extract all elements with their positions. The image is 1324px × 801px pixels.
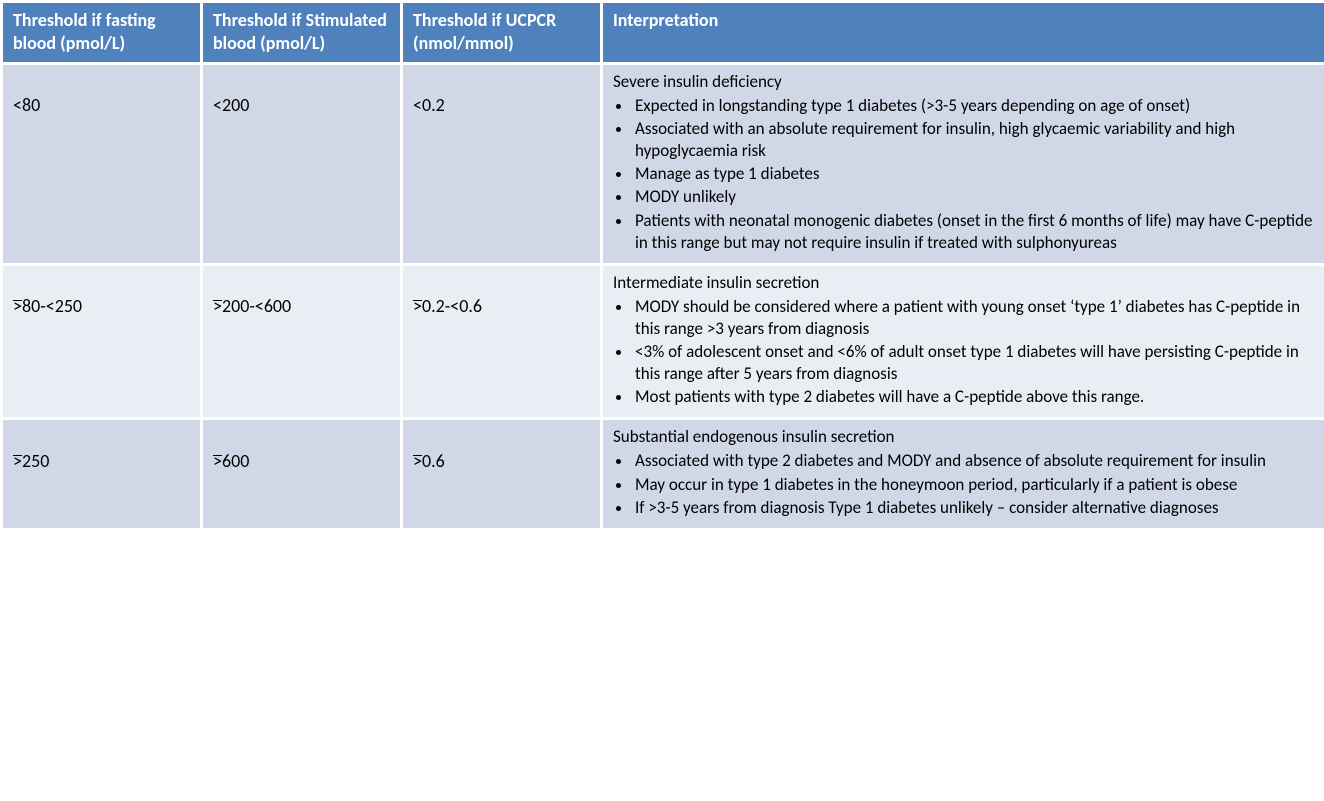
- cpeptide-threshold-table: Threshold if fasting blood (pmol/L) Thre…: [0, 0, 1324, 531]
- threshold-value: <0.2: [413, 94, 445, 116]
- cell-ucpcr: >0.2-<0.6: [402, 264, 602, 419]
- col-header-stimulated: Threshold if Stimulated blood (pmol/L): [202, 2, 402, 64]
- list-item: Patients with neonatal monogenic diabete…: [633, 210, 1314, 254]
- ge-symbol: >: [13, 450, 22, 472]
- threshold-value: 0.2-<0.6: [422, 295, 482, 317]
- col-header-fasting: Threshold if fasting blood (pmol/L): [2, 2, 202, 64]
- ge-symbol: >: [213, 295, 222, 317]
- interpretation-list: Expected in longstanding type 1 diabetes…: [613, 95, 1314, 254]
- ge-symbol: >: [413, 295, 422, 317]
- cell-stimulated: <200: [202, 64, 402, 265]
- threshold-value: 250: [22, 450, 49, 472]
- interpretation-title: Substantial endogenous insulin secretion: [613, 426, 1314, 448]
- cell-interpretation: Substantial endogenous insulin secretion…: [602, 419, 1324, 529]
- col-header-ucpcr: Threshold if UCPCR (nmol/mmol): [402, 2, 602, 64]
- cell-interpretation: Severe insulin deficiency Expected in lo…: [602, 64, 1324, 265]
- list-item: Associated with type 2 diabetes and MODY…: [633, 450, 1314, 472]
- list-item: Most patients with type 2 diabetes will …: [633, 386, 1314, 408]
- table-row: <80 <200 <0.2 Severe insulin deficiency …: [2, 64, 1324, 265]
- list-item: MODY should be considered where a patien…: [633, 296, 1314, 340]
- cell-fasting: >80-<250: [2, 264, 202, 419]
- threshold-value: 80-<250: [22, 295, 82, 317]
- list-item: <3% of adolescent onset and <6% of adult…: [633, 341, 1314, 385]
- cell-ucpcr: >0.6: [402, 419, 602, 529]
- list-item: Manage as type 1 diabetes: [633, 163, 1314, 185]
- threshold-value: 0.6: [422, 450, 445, 472]
- table-header: Threshold if fasting blood (pmol/L) Thre…: [2, 2, 1324, 64]
- cell-interpretation: Intermediate insulin secretion MODY shou…: [602, 264, 1324, 419]
- col-header-interpretation: Interpretation: [602, 2, 1324, 64]
- interpretation-title: Intermediate insulin secretion: [613, 272, 1314, 294]
- ge-symbol: >: [413, 450, 422, 472]
- ge-symbol: >: [13, 295, 22, 317]
- table-body: <80 <200 <0.2 Severe insulin deficiency …: [2, 64, 1324, 530]
- cell-ucpcr: <0.2: [402, 64, 602, 265]
- threshold-value: <200: [213, 94, 249, 116]
- threshold-value: 200-<600: [222, 295, 291, 317]
- threshold-value: 600: [222, 450, 249, 472]
- list-item: Associated with an absolute requirement …: [633, 118, 1314, 162]
- ge-symbol: >: [213, 450, 222, 472]
- interpretation-list: Associated with type 2 diabetes and MODY…: [613, 450, 1314, 518]
- list-item: MODY unlikely: [633, 186, 1314, 208]
- interpretation-list: MODY should be considered where a patien…: [613, 296, 1314, 408]
- cell-fasting: >250: [2, 419, 202, 529]
- interpretation-title: Severe insulin deficiency: [613, 71, 1314, 93]
- list-item: May occur in type 1 diabetes in the hone…: [633, 474, 1314, 496]
- cell-fasting: <80: [2, 64, 202, 265]
- list-item: If >3-5 years from diagnosis Type 1 diab…: [633, 497, 1314, 519]
- list-item: Expected in longstanding type 1 diabetes…: [633, 95, 1314, 117]
- cell-stimulated: >200-<600: [202, 264, 402, 419]
- threshold-value: <80: [13, 94, 40, 116]
- table-row: >80-<250 >200-<600 >0.2-<0.6 Intermediat…: [2, 264, 1324, 419]
- table-row: >250 >600 >0.6 Substantial endogenous in…: [2, 419, 1324, 529]
- cell-stimulated: >600: [202, 419, 402, 529]
